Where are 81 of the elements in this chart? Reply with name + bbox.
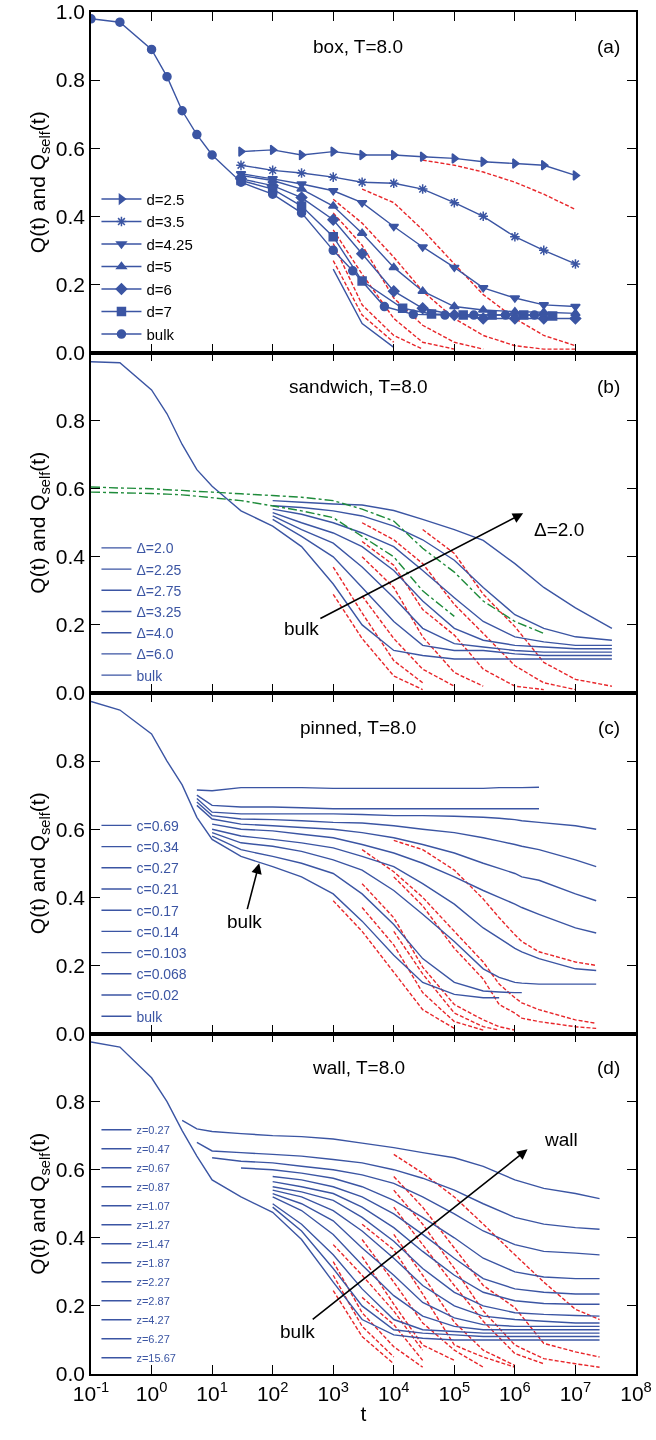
legend-label: bulk: [136, 1008, 164, 1025]
legend-label: d=4.25: [146, 235, 193, 253]
legend-label: d=2.5: [146, 190, 185, 208]
annotation: (a): [597, 36, 621, 57]
text: pinned, T=8.0: [300, 717, 417, 738]
legend-label: z=1.87: [136, 1257, 170, 1270]
legend-label: c=0.34: [136, 839, 180, 856]
y-tick-label: 0.4: [55, 885, 86, 909]
y-tick-label: 0.6: [55, 817, 86, 841]
legend-label: d=5: [146, 258, 172, 276]
y-tick-label: 0.6: [55, 136, 86, 160]
legend-label: d=6: [146, 280, 172, 298]
legend-label: bulk: [136, 667, 164, 684]
annotation: bulk: [280, 1321, 316, 1342]
legend-label: c=0.14: [136, 923, 180, 940]
legend-label: z=4.27: [136, 1314, 170, 1327]
y-tick-label: 0.8: [55, 1089, 86, 1113]
annotation: Δ=2.0: [534, 519, 585, 540]
x-tick-label: 10$^{7}$: [559, 1379, 592, 1405]
legend-label: c=0.17: [136, 902, 180, 919]
legend-label: z=0.27: [136, 1124, 170, 1137]
legend-label: Δ=4.0: [136, 625, 174, 642]
legend-label: z=1.47: [136, 1238, 170, 1251]
y-tick-label: 0.2: [55, 1294, 86, 1318]
y-tick-label: 0.0: [55, 1362, 86, 1386]
y-tick-label: 1.0: [55, 0, 86, 24]
legend-label: z=2.27: [136, 1276, 170, 1289]
x-tick-label: 10$^{3}$: [317, 1379, 349, 1405]
y-tick-label: 0.4: [55, 204, 86, 228]
x-tick-label: 10$^{4}$: [378, 1379, 410, 1405]
legend-label: c=0.69: [136, 817, 180, 834]
legend-label: Δ=2.25: [136, 561, 182, 578]
legend-label: z=2.87: [136, 1295, 170, 1308]
x-tick-label: 10$^{8}$: [620, 1379, 652, 1405]
legend-label: z=0.47: [136, 1143, 170, 1156]
y-tick-label: 0.4: [55, 1226, 86, 1250]
x-tick-label: 10$^{6}$: [499, 1379, 531, 1405]
legend-label: z=0.87: [136, 1181, 170, 1194]
y-tick-label: 0.0: [55, 340, 86, 364]
legend-label: c=0.103: [136, 945, 187, 962]
x-tick-label: 10$^{2}$: [256, 1379, 289, 1405]
legend-label: c=0.02: [136, 987, 180, 1004]
y-tick-label: 0.8: [55, 749, 86, 773]
legend-label: Δ=6.0: [136, 646, 174, 663]
y-tick-label: 0.6: [55, 477, 86, 501]
legend-label: Δ=2.75: [136, 582, 182, 599]
legend-label: Δ=2.0: [136, 540, 174, 557]
x-tick-label: 10$^{1}$: [196, 1379, 228, 1405]
legend-label: z=0.67: [136, 1162, 170, 1175]
x-axis-title: t: [360, 1401, 367, 1425]
y-tick-label: 0.8: [55, 408, 86, 432]
legend-label: Δ=3.25: [136, 603, 182, 620]
annotation: (b): [597, 376, 621, 397]
annotation: (d): [597, 1057, 621, 1078]
y-tick-label: 0.4: [55, 545, 86, 569]
legend-label: z=1.07: [136, 1200, 170, 1213]
annotation: wall: [544, 1129, 578, 1150]
legend-label: z=1.27: [136, 1219, 170, 1232]
text: box, T=8.0: [313, 36, 403, 57]
x-tick-label: 10$^{5}$: [438, 1379, 471, 1405]
y-tick-label: 0.2: [55, 953, 86, 977]
legend-label: d=3.5: [146, 213, 185, 231]
y-tick-label: 0.0: [55, 1021, 86, 1045]
annotation: bulk: [227, 911, 263, 932]
legend-label: d=7: [146, 303, 172, 321]
x-tick-label: 10$^{0}$: [135, 1379, 168, 1405]
legend-label: z=15.67: [136, 1352, 176, 1365]
annotation: (c): [598, 717, 621, 738]
legend-label: c=0.21: [136, 881, 180, 898]
y-tick-label: 0.6: [55, 1158, 86, 1182]
legend-label: z=6.27: [136, 1333, 170, 1346]
legend-label: bulk: [146, 325, 175, 343]
y-tick-label: 0.0: [55, 681, 86, 705]
y-tick-label: 0.8: [55, 68, 86, 92]
text: sandwich, T=8.0: [289, 376, 428, 397]
annotation: bulk: [284, 618, 320, 639]
text: wall, T=8.0: [312, 1057, 406, 1078]
legend-label: c=0.068: [136, 966, 187, 983]
y-tick-label: 0.2: [55, 272, 86, 296]
legend-label: c=0.27: [136, 860, 180, 877]
y-tick-label: 0.2: [55, 613, 86, 637]
